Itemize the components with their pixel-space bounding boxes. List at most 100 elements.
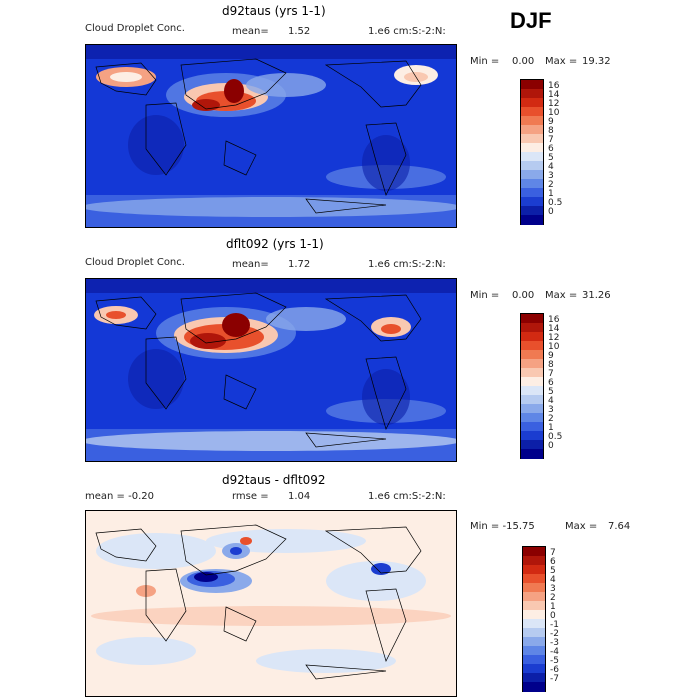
panel-2-mean-label: mean= bbox=[232, 259, 269, 270]
colorbar-tick-label: 6 bbox=[550, 557, 556, 567]
colorbar-cell bbox=[521, 134, 543, 144]
colorbar-tick-label: -6 bbox=[550, 665, 559, 675]
colorbar-cell bbox=[521, 323, 543, 333]
panel-3-max-value: 7.64 bbox=[608, 521, 631, 532]
colorbar-tick-label: 4 bbox=[548, 162, 554, 172]
panel-2-title: dflt092 (yrs 1-1) bbox=[226, 237, 324, 251]
panel-2-min-label: Min = bbox=[470, 290, 500, 301]
colorbar-cell bbox=[523, 583, 545, 593]
colorbar-tick-label: -2 bbox=[550, 629, 559, 639]
colorbar-tick-label: 2 bbox=[550, 593, 556, 603]
colorbar-tick-label: 10 bbox=[548, 108, 560, 118]
colorbar-cell bbox=[521, 179, 543, 189]
colorbar-cell bbox=[521, 206, 543, 216]
colorbar-cell bbox=[521, 125, 543, 135]
colorbar-tick-label: 14 bbox=[548, 90, 560, 100]
colorbar-cell bbox=[521, 449, 543, 459]
colorbar-cell bbox=[521, 359, 543, 369]
panel-2-colorbar bbox=[520, 313, 544, 459]
panel-3-colorbar-ticks: 7 6 5 4 3 2 1 0 -1 -2 -3 -4 -5 -6 -7 bbox=[550, 546, 590, 690]
colorbar-cell bbox=[523, 556, 545, 566]
colorbar-tick-label: 0 bbox=[550, 611, 556, 621]
colorbar-tick-label: 0 bbox=[548, 207, 554, 217]
panel-3-units: 1.e6 cm:S:-2:N: bbox=[368, 491, 446, 502]
colorbar-cell bbox=[523, 601, 545, 611]
colorbar-cell bbox=[523, 610, 545, 620]
colorbar-tick-label: -1 bbox=[550, 620, 559, 630]
panel-3-rmse-label: rmse = bbox=[232, 491, 269, 502]
colorbar-cell bbox=[521, 215, 543, 225]
colorbar-cell bbox=[521, 431, 543, 441]
colorbar-cell bbox=[521, 143, 543, 153]
panel-1-max-value: 19.32 bbox=[582, 56, 611, 67]
colorbar-cell bbox=[521, 170, 543, 180]
colorbar-tick-label: 6 bbox=[548, 378, 554, 388]
colorbar-tick-label: 0.5 bbox=[548, 432, 563, 442]
colorbar-cell bbox=[521, 188, 543, 198]
colorbar-cell bbox=[521, 80, 543, 90]
panel-3-max-label: Max = bbox=[565, 521, 598, 532]
colorbar-tick-label: 5 bbox=[548, 153, 554, 163]
panel-1-mean-value: 1.52 bbox=[288, 26, 311, 37]
panel-1-mean-label: mean= bbox=[232, 26, 269, 37]
colorbar-tick-label: 16 bbox=[548, 315, 560, 325]
panel-3-rmse-value: 1.04 bbox=[288, 491, 311, 502]
colorbar-cell bbox=[523, 673, 545, 683]
panel-1-map-field bbox=[86, 45, 456, 227]
panel-1-max-label: Max = bbox=[545, 56, 578, 67]
colorbar-tick-label: -5 bbox=[550, 656, 559, 666]
colorbar-cell bbox=[521, 413, 543, 423]
panel-1-colorbar-ticks: 16 14 12 10 9 8 7 6 5 4 3 2 1 0.5 0 bbox=[548, 79, 588, 223]
panel-3-map-field bbox=[91, 524, 451, 680]
colorbar-tick-label: 5 bbox=[548, 387, 554, 397]
colorbar-cell bbox=[521, 377, 543, 387]
colorbar-tick-label: 4 bbox=[548, 396, 554, 406]
panel-1-min-label: Min = bbox=[470, 56, 500, 67]
panel-3-title: d92taus - dflt092 bbox=[222, 473, 326, 487]
panel-2-variable-label: Cloud Droplet Conc. bbox=[85, 257, 185, 268]
colorbar-cell bbox=[523, 565, 545, 575]
colorbar-tick-label: 2 bbox=[548, 180, 554, 190]
colorbar-tick-label: 9 bbox=[548, 351, 554, 361]
colorbar-cell bbox=[521, 395, 543, 405]
colorbar-cell bbox=[521, 116, 543, 126]
panel-2-map bbox=[85, 278, 457, 462]
colorbar-tick-label: 10 bbox=[548, 342, 560, 352]
colorbar-tick-label: 7 bbox=[548, 135, 554, 145]
colorbar-cell bbox=[521, 161, 543, 171]
colorbar-tick-label: -7 bbox=[550, 674, 559, 684]
panel-1-units: 1.e6 cm:S:-2:N: bbox=[368, 26, 446, 37]
colorbar-cell bbox=[521, 89, 543, 99]
panel-3-min-label: Min = -15.75 bbox=[470, 521, 535, 532]
colorbar-cell bbox=[521, 152, 543, 162]
colorbar-cell bbox=[521, 341, 543, 351]
colorbar-tick-label: 14 bbox=[548, 324, 560, 334]
colorbar-tick-label: 16 bbox=[548, 81, 560, 91]
colorbar-cell bbox=[523, 628, 545, 638]
colorbar-cell bbox=[523, 547, 545, 557]
colorbar-tick-label: 8 bbox=[548, 360, 554, 370]
colorbar-tick-label: 7 bbox=[548, 369, 554, 379]
panel-3-map bbox=[85, 510, 457, 697]
colorbar-tick-label: 0.5 bbox=[548, 198, 563, 208]
panel-1-title: d92taus (yrs 1-1) bbox=[222, 4, 326, 18]
colorbar-tick-label: 2 bbox=[548, 414, 554, 424]
colorbar-cell bbox=[521, 98, 543, 108]
colorbar-tick-label: 3 bbox=[550, 584, 556, 594]
colorbar-cell bbox=[523, 619, 545, 629]
colorbar-tick-label: 0 bbox=[548, 441, 554, 451]
colorbar-cell bbox=[521, 404, 543, 414]
panel-2-mean-value: 1.72 bbox=[288, 259, 311, 270]
colorbar-tick-label: 6 bbox=[548, 144, 554, 154]
colorbar-cell bbox=[521, 107, 543, 117]
panel-2-colorbar-ticks: 16 14 12 10 9 8 7 6 5 4 3 2 1 0.5 0 bbox=[548, 313, 588, 457]
panel-2-min-value: 0.00 bbox=[512, 290, 535, 301]
colorbar-cell bbox=[523, 592, 545, 602]
colorbar-cell bbox=[521, 197, 543, 207]
colorbar-cell bbox=[521, 440, 543, 450]
colorbar-tick-label: 12 bbox=[548, 99, 560, 109]
colorbar-tick-label: 8 bbox=[548, 126, 554, 136]
panel-1-map bbox=[85, 44, 457, 228]
colorbar-tick-label: 7 bbox=[550, 548, 556, 558]
colorbar-cell bbox=[521, 422, 543, 432]
